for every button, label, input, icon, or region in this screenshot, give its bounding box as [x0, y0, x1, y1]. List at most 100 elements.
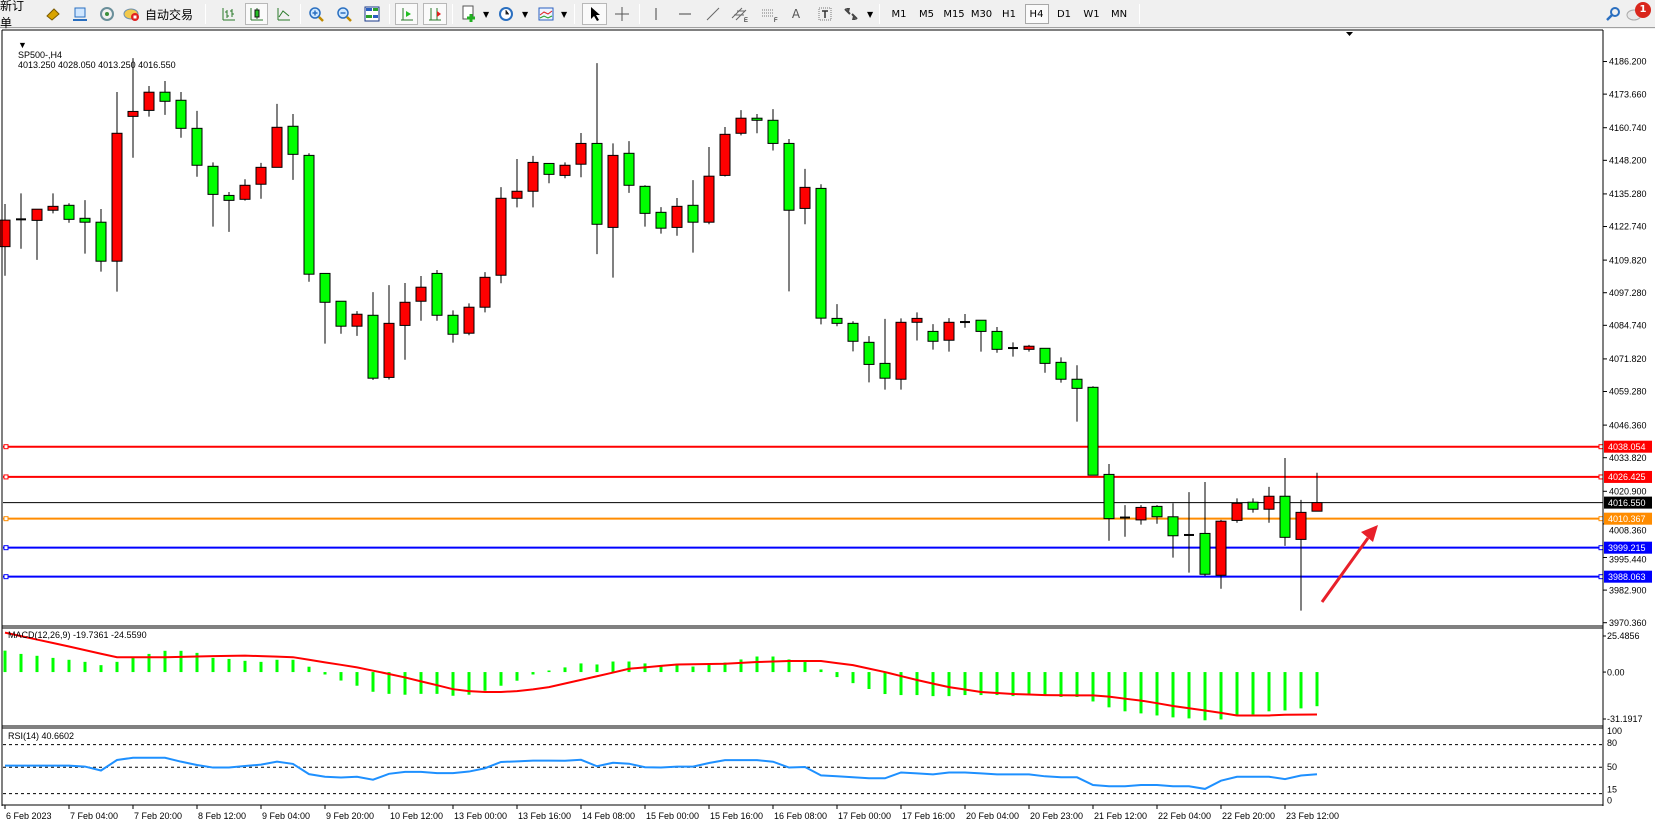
candle-body-bear: [655, 211, 667, 229]
timeframe-mn[interactable]: MN: [1110, 8, 1128, 20]
candle-body-bear: [1039, 347, 1051, 364]
candle-body-bear: [95, 221, 107, 262]
candle: [367, 292, 379, 381]
macd-histogram-bar: [771, 656, 775, 673]
timeframe-m15[interactable]: M15: [943, 8, 965, 20]
market-watch-button[interactable]: [42, 3, 64, 25]
macd-histogram-bar: [387, 672, 391, 694]
timeframe-d1[interactable]: D1: [1056, 8, 1072, 20]
candle-body-bull: [575, 142, 587, 165]
time-label: 9 Feb 20:00: [326, 811, 374, 821]
arrows-tool[interactable]: [841, 3, 861, 25]
macd-histogram-bar: [787, 659, 791, 673]
level-handle-right[interactable]: [1598, 474, 1604, 480]
level-handle-right[interactable]: [1598, 574, 1604, 580]
candle-body-bull: [271, 126, 283, 168]
auto-scroll-button[interactable]: [395, 3, 418, 25]
periodicity-button[interactable]: [495, 3, 517, 25]
macd-histogram-bar: [835, 672, 839, 678]
candle-body-bear: [1279, 495, 1291, 538]
timeframe-m30[interactable]: M30: [970, 8, 993, 20]
macd-histogram-bar: [1075, 672, 1079, 697]
candle: [575, 133, 587, 178]
macd-histogram-bar: [1251, 672, 1255, 715]
tile-windows-button[interactable]: [361, 3, 383, 25]
vertical-line-tool[interactable]: [646, 3, 666, 25]
line-chart-button[interactable]: [273, 3, 295, 25]
price-tick-label: 4008.360: [1609, 525, 1647, 535]
candle: [863, 336, 875, 383]
candle: [31, 208, 43, 260]
candle: [287, 114, 299, 180]
level-handle-left[interactable]: [3, 545, 9, 551]
rsi-line: [5, 756, 1318, 790]
search-button[interactable]: [1603, 3, 1623, 25]
horizontal-line-tool[interactable]: [675, 3, 695, 25]
macd-histogram-bar: [115, 661, 119, 673]
auto-trading-button[interactable]: 自动交易: [123, 3, 201, 25]
timeframe-m1[interactable]: M1: [891, 8, 907, 20]
fibonacci-icon: F: [762, 9, 778, 22]
zoom-in-icon: [309, 7, 324, 22]
candle-body-bull: [911, 317, 923, 323]
text-label-icon: [818, 7, 832, 21]
candle-body-bear: [303, 154, 315, 275]
level-handle-left[interactable]: [3, 516, 9, 522]
text-tool[interactable]: A: [786, 3, 806, 25]
timeframe-w1[interactable]: W1: [1083, 8, 1100, 20]
level-handle-left[interactable]: [3, 444, 9, 450]
equidistant-channel-tool[interactable]: E: [729, 3, 751, 25]
price-tick-label: 3970.360: [1609, 618, 1647, 628]
time-label: 15 Feb 16:00: [710, 811, 763, 821]
bar-chart-button[interactable]: [218, 3, 240, 25]
macd-histogram-bar: [323, 672, 327, 675]
signals-button[interactable]: [96, 3, 118, 25]
timeframe-h4[interactable]: H4: [1024, 4, 1049, 24]
level-handle-left[interactable]: [3, 574, 9, 580]
macd-histogram-bar: [163, 650, 167, 673]
level-handle-right[interactable]: [1598, 545, 1604, 551]
chart-window[interactable]: 4186.200 4173.660 4160.740 4148.200 4135.280…: [0, 29, 1655, 828]
level-handle-right[interactable]: [1598, 444, 1604, 450]
cursor-tool-button[interactable]: [582, 3, 607, 25]
chart-canvas[interactable]: 4186.200 4173.660 4160.740 4148.200 4135.280…: [0, 29, 1655, 828]
price-tick-label: 4122.740: [1609, 222, 1647, 232]
collapse-triangle-icon[interactable]: ▼: [18, 40, 27, 50]
macd-histogram-bar: [355, 672, 359, 686]
candle-body-bear: [191, 127, 203, 166]
fibonacci-tool[interactable]: F: [759, 3, 781, 25]
new-chart-button[interactable]: [458, 3, 480, 25]
price-level-label: 4016.550: [1608, 498, 1646, 508]
chart-shift-marker-icon[interactable]: [1346, 32, 1353, 36]
chevron-down-icon[interactable]: ▼: [483, 10, 490, 19]
candle-body-bear: [543, 162, 555, 175]
price-tick-label: 4071.820: [1609, 354, 1647, 364]
chart-shift-button[interactable]: [423, 3, 447, 25]
level-handle-left[interactable]: [3, 474, 9, 480]
chevron-down-icon[interactable]: ▼: [561, 10, 568, 19]
annotation-arrow[interactable]: [1320, 525, 1378, 603]
crosshair-tool-button[interactable]: [611, 3, 633, 25]
data-window-button[interactable]: [69, 3, 91, 25]
tile-windows-icon: [364, 6, 380, 22]
candlestick-chart-button[interactable]: [245, 3, 268, 25]
candle-body-bull: [703, 175, 715, 223]
timeframe-m5[interactable]: M5: [919, 8, 934, 20]
new-order-button[interactable]: 新订单: [0, 0, 34, 30]
macd-histogram-bar: [899, 672, 903, 696]
notification-badge[interactable]: 1: [1635, 2, 1651, 18]
chevron-down-icon[interactable]: ▼: [522, 10, 529, 19]
indicators-button[interactable]: [535, 3, 557, 25]
trendline-tool[interactable]: [703, 3, 723, 25]
candle: [1215, 519, 1227, 589]
candle-body-bear: [1199, 532, 1211, 575]
zoom-out-button[interactable]: [333, 3, 355, 25]
level-handle-right[interactable]: [1598, 516, 1604, 522]
chevron-down-icon[interactable]: ▼: [867, 10, 874, 19]
zoom-in-button[interactable]: [305, 3, 327, 25]
toolbar-separator: [879, 4, 880, 24]
macd-histogram-bar: [483, 672, 487, 691]
timeframe-h1[interactable]: H1: [1002, 8, 1016, 20]
time-label: 15 Feb 00:00: [646, 811, 699, 821]
text-label-tool[interactable]: [815, 3, 835, 25]
